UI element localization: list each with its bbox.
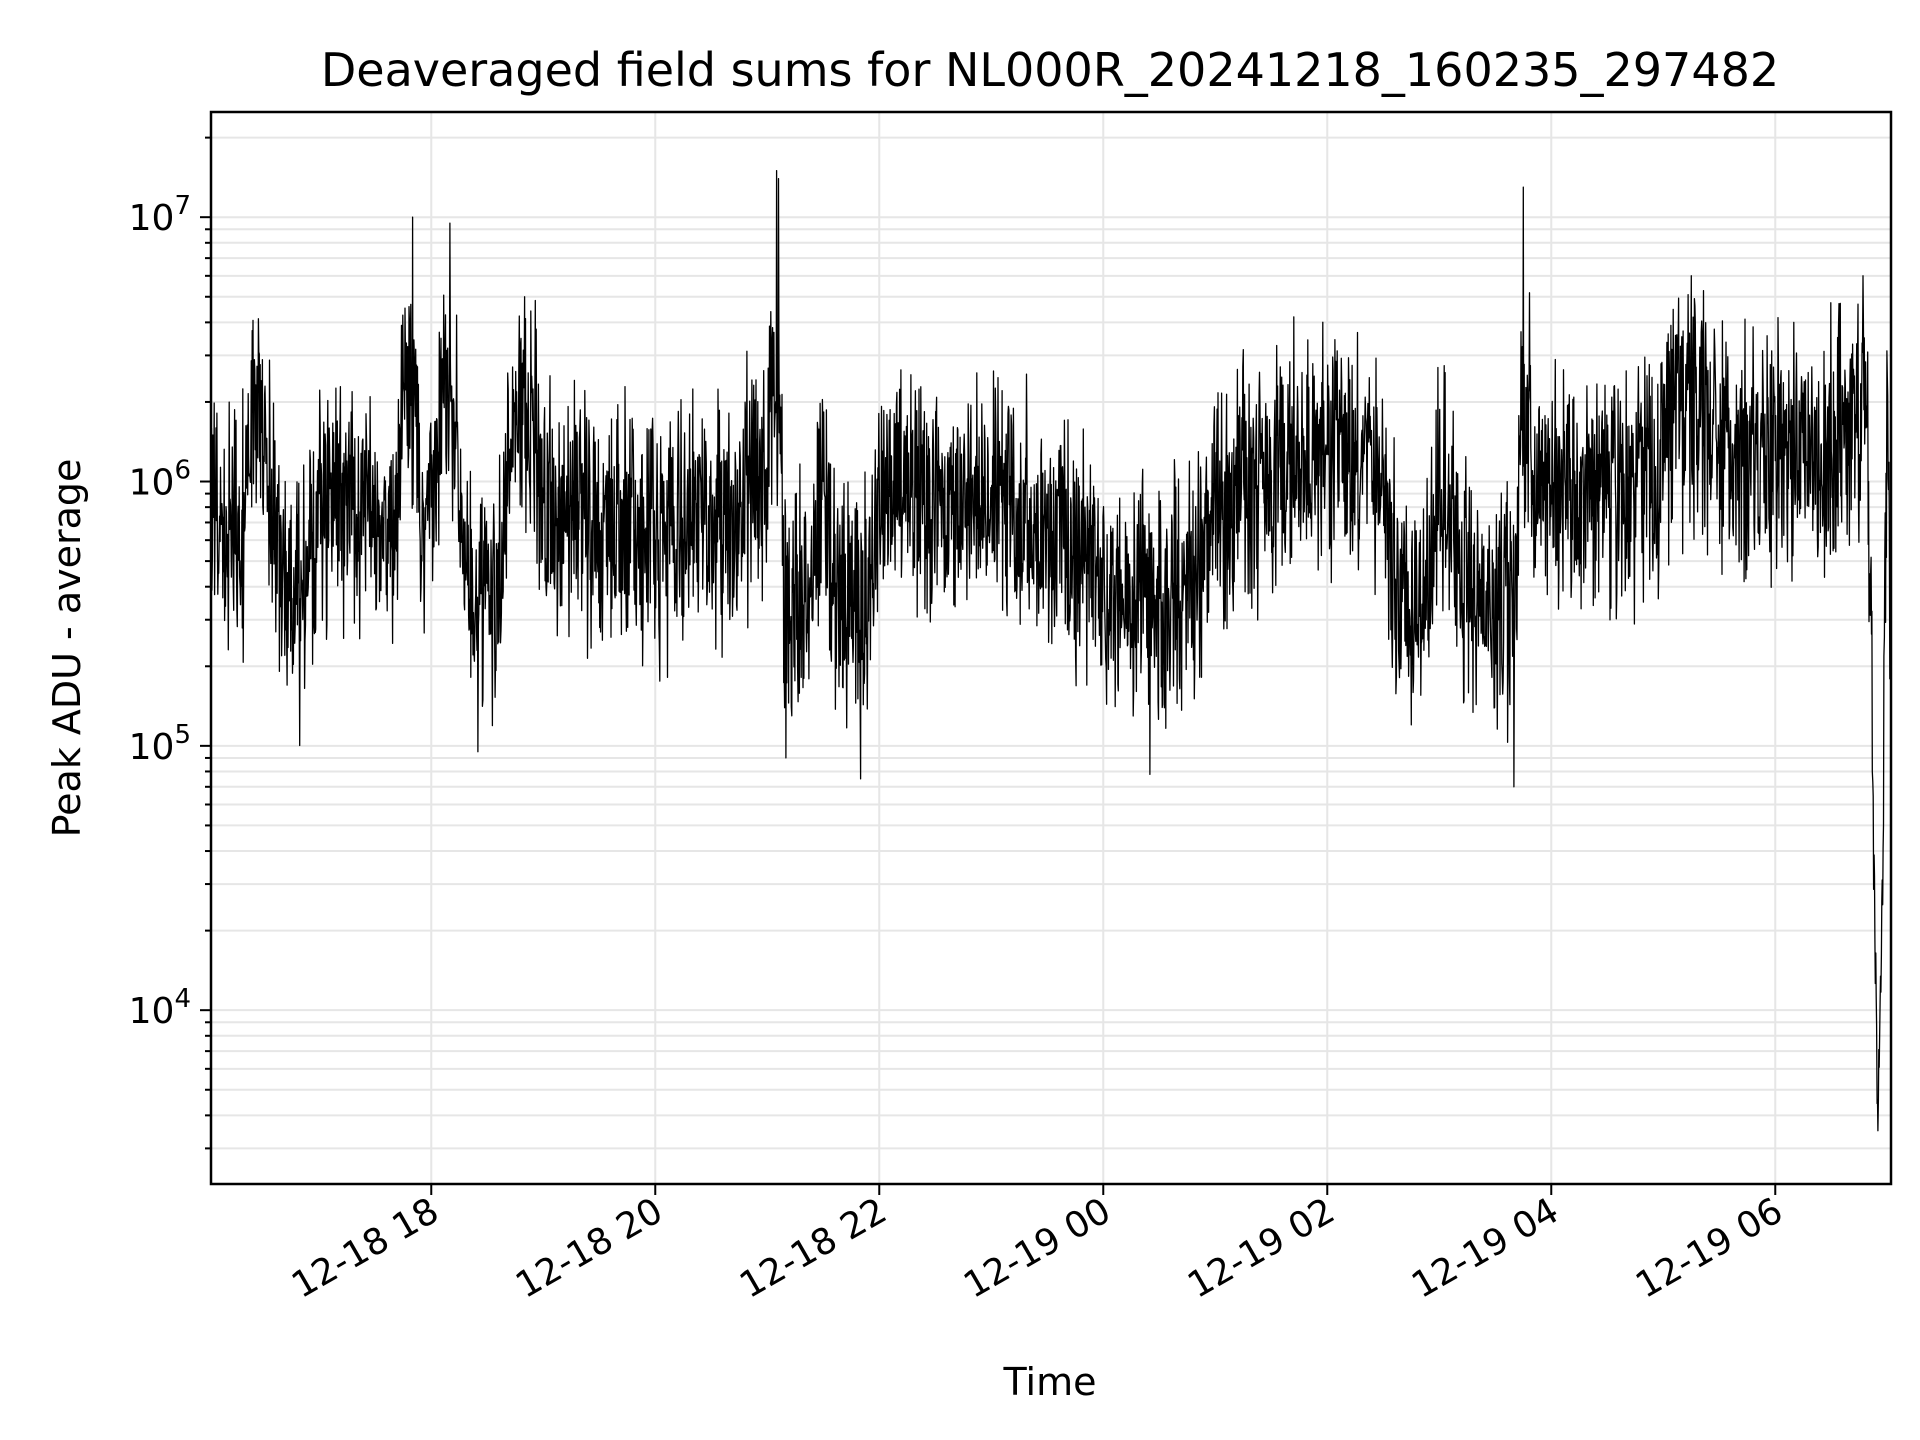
chart-title: Deaveraged field sums for NL000R_2024121… xyxy=(321,43,1779,97)
y-tick-label: 104 xyxy=(129,984,191,1032)
y-tick-label: 107 xyxy=(129,191,191,239)
y-tick-label: 106 xyxy=(129,456,191,504)
y-tick-label: 105 xyxy=(129,720,191,768)
x-tick-label: 12-18 22 xyxy=(733,1190,894,1306)
grid-lines xyxy=(211,112,1891,1184)
x-ticks: 12-18 18 12-18 20 12-18 22 12-19 00 12-19 02… xyxy=(285,1184,1790,1307)
x-tick-label: 12-19 06 xyxy=(1629,1190,1790,1306)
series-line xyxy=(210,169,1892,1132)
x-tick-label: 12-19 02 xyxy=(1181,1190,1342,1306)
x-tick-label: 12-18 20 xyxy=(509,1190,670,1306)
x-axis-label: Time xyxy=(1003,1360,1097,1404)
x-tick-label: 12-19 00 xyxy=(957,1190,1118,1306)
y-axis-label: Peak ADU - average xyxy=(45,459,89,838)
y-ticks: 104 105 106 107 xyxy=(129,136,211,1150)
plot-frame xyxy=(209,110,1893,1186)
x-tick-label: 12-18 18 xyxy=(285,1190,446,1306)
series-layer xyxy=(210,169,1892,1132)
x-tick-label: 12-19 04 xyxy=(1405,1190,1566,1306)
